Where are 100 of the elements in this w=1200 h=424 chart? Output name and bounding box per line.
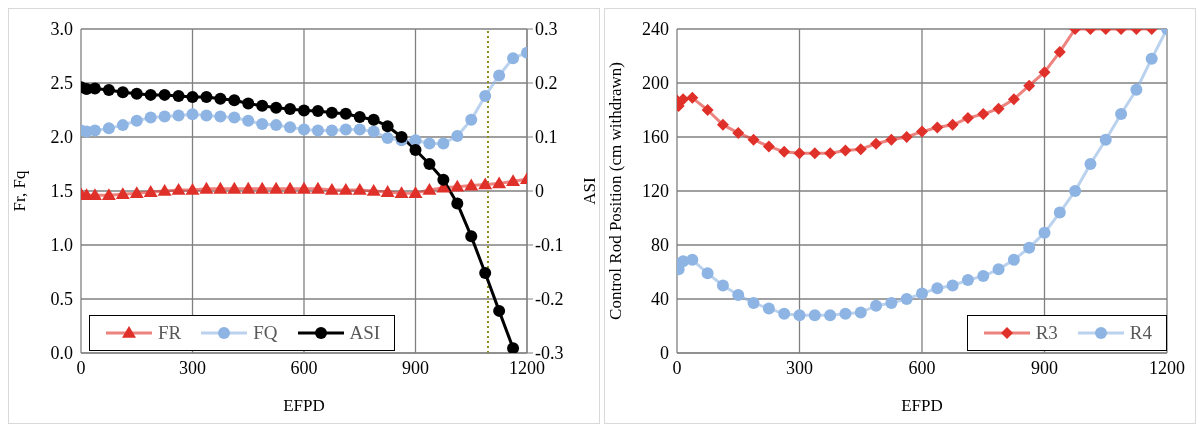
point (297, 181, 311, 194)
point (870, 299, 883, 312)
point (778, 307, 791, 320)
point (507, 52, 520, 65)
point (992, 263, 1005, 276)
point (116, 119, 129, 132)
point (157, 184, 172, 196)
point (1069, 185, 1082, 197)
x-axis-title: EFPD (901, 396, 943, 415)
point (130, 87, 143, 100)
point (1053, 45, 1066, 58)
x-tick-label: 300 (786, 357, 813, 378)
x-tick-label: 0 (76, 357, 86, 378)
y2-tick-label: 0 (535, 181, 544, 202)
legend-label: R4 (1128, 322, 1152, 344)
point (353, 123, 366, 136)
y-tick-label: 240 (642, 19, 669, 40)
point (171, 182, 186, 195)
y-tick-label: 1.0 (50, 235, 73, 256)
point (977, 108, 990, 121)
point (961, 112, 974, 125)
point (808, 147, 821, 160)
point (200, 91, 213, 104)
point (824, 147, 837, 160)
y-axis-title: Control Rod Position (cm withdrawn) (606, 62, 626, 320)
point (214, 110, 227, 123)
point (144, 88, 157, 101)
point (367, 125, 380, 138)
point (839, 307, 852, 320)
point (493, 69, 506, 82)
point (186, 108, 199, 121)
point (686, 253, 699, 266)
y2-tick-label: -0.2 (535, 289, 564, 310)
point (284, 102, 297, 115)
point (464, 178, 479, 191)
point (408, 186, 423, 198)
y-tick-label: 120 (642, 181, 669, 202)
point (200, 109, 213, 122)
y-tick-label: 0.0 (50, 343, 73, 364)
point (747, 297, 760, 310)
y-tick-label: 200 (642, 73, 669, 94)
point (747, 133, 760, 146)
point (450, 179, 465, 192)
point (961, 274, 974, 287)
point (946, 118, 959, 131)
point (854, 306, 867, 319)
point (395, 131, 408, 143)
point (283, 181, 298, 194)
point (256, 99, 269, 112)
point (808, 309, 821, 322)
y2-tick-label: 0.3 (535, 19, 558, 40)
point (492, 176, 507, 189)
y-tick-label: 2.0 (50, 127, 73, 148)
legend-label: FR (157, 322, 182, 344)
point (870, 137, 883, 150)
point (854, 143, 867, 156)
point (227, 181, 242, 194)
point (199, 181, 214, 194)
point (353, 111, 366, 124)
point (422, 182, 437, 195)
y-tick-label: 0 (660, 343, 669, 364)
point (185, 182, 200, 195)
point (423, 158, 436, 170)
x-tick-label: 900 (1031, 357, 1058, 378)
point (143, 185, 158, 197)
point (701, 104, 714, 116)
point (1038, 226, 1051, 239)
point (366, 184, 381, 196)
point (284, 121, 297, 134)
x-tick-label: 600 (290, 357, 318, 378)
point (381, 132, 394, 145)
y-tick-label: 0.5 (50, 289, 73, 310)
point (409, 143, 422, 156)
point (479, 89, 492, 102)
y-tick-label: 1.5 (50, 181, 73, 202)
point (129, 186, 144, 198)
point (311, 124, 324, 137)
point (255, 181, 270, 194)
point (824, 309, 837, 322)
point (732, 126, 745, 139)
point (352, 182, 367, 195)
point (479, 267, 492, 280)
point (900, 131, 913, 143)
point (992, 102, 1005, 115)
point (686, 91, 699, 104)
x-tick-label: 0 (672, 357, 682, 378)
point (437, 137, 450, 150)
point (214, 92, 227, 105)
point (916, 125, 928, 138)
legend-label: R3 (1034, 322, 1058, 344)
x-tick-label: 900 (402, 357, 429, 378)
point (478, 177, 493, 190)
x-axis-title: EFPD (283, 396, 325, 415)
point (1053, 206, 1066, 219)
point (1007, 93, 1020, 106)
point (778, 145, 791, 158)
point (324, 182, 339, 195)
point (716, 279, 729, 292)
point (977, 270, 990, 283)
point (793, 147, 806, 160)
